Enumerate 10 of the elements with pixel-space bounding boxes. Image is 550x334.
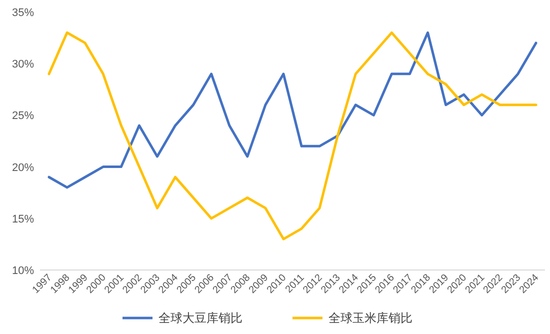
legend-label: 全球大豆库销比 — [158, 311, 242, 325]
line-series — [48, 31, 538, 240]
y-tick-label: 30% — [12, 58, 34, 71]
line-series — [48, 31, 538, 189]
y-tick-label: 10% — [12, 265, 34, 277]
y-tick-label: 25% — [12, 110, 34, 122]
y-tick-label: 15% — [12, 213, 34, 226]
y-tick-label: 35% — [12, 7, 34, 19]
y-tick-label: 20% — [12, 162, 34, 174]
legend-label: 全球玉米库销比 — [328, 311, 412, 325]
